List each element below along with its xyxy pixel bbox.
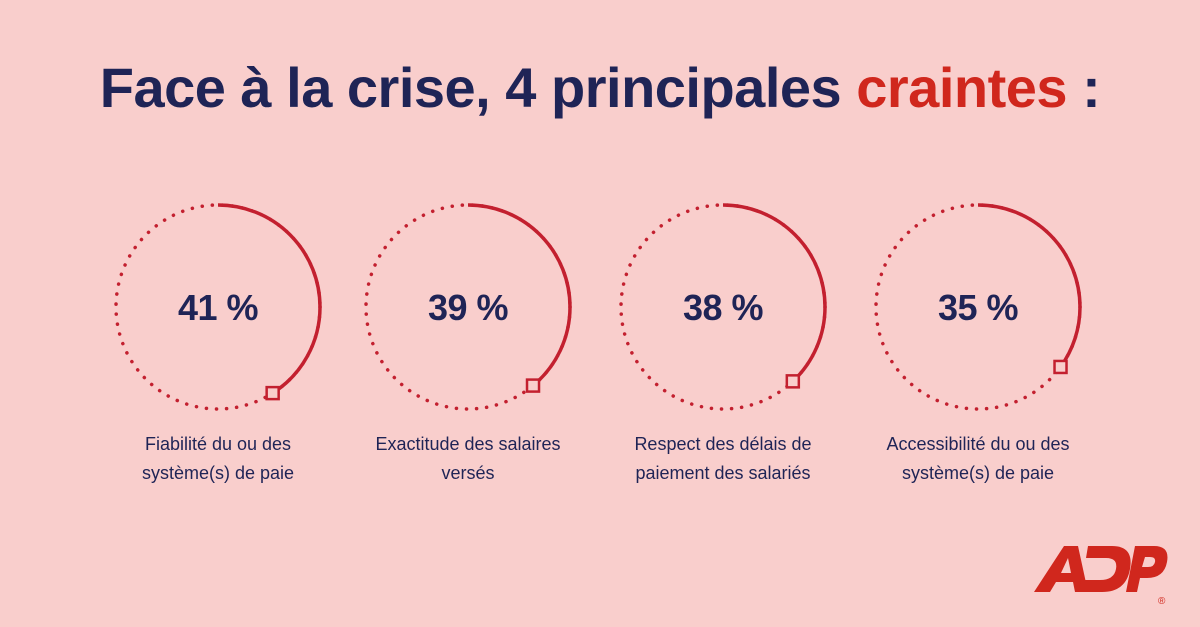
gauge-ring <box>874 203 1082 411</box>
gauge-value: 35 % <box>937 287 1019 328</box>
title-accent: craintes <box>856 56 1068 119</box>
page-title: Face à la crise, 4 principales craintes … <box>0 55 1200 120</box>
gauge-label-line2: système(s) de paie <box>901 463 1055 483</box>
gauge-label: Accessibilité du ou des système(s) de pa… <box>853 430 1103 488</box>
gauge-arc <box>364 203 572 411</box>
gauge-end-marker <box>265 385 280 401</box>
gauge-label-line1: Accessibilité du ou des <box>886 434 1070 454</box>
logo-registered: ® <box>1158 596 1166 606</box>
gauge-2: 38 % Respect des délais de paiement des … <box>618 195 868 495</box>
gauge-end-marker <box>785 374 801 389</box>
gauge-end-marker <box>1053 359 1068 375</box>
gauge-label-line2: système(s) de paie <box>141 463 295 483</box>
gauge-label-line2: paiement des salariés <box>635 463 811 483</box>
title-main: Face à la crise, 4 principales <box>99 56 857 119</box>
gauge-label-line2: versés <box>441 463 495 483</box>
gauge-value: 39 % <box>427 287 509 328</box>
gauge-value: 41 % <box>177 287 259 328</box>
gauge-1: 39 % Exactitude des salaires versés <box>363 195 613 495</box>
gauge-label-line1: Exactitude des salaires <box>375 434 561 454</box>
gauge-end-marker <box>525 378 541 393</box>
adp-logo: ® <box>1034 546 1168 606</box>
gauge-arc <box>619 203 827 411</box>
gauge-label: Respect des délais de paiement des salar… <box>598 430 848 488</box>
gauge-0: 41 % Fiabilité du ou des système(s) de p… <box>113 195 363 495</box>
gauge-arc <box>114 203 322 411</box>
gauge-label-line1: Fiabilité du ou des <box>144 434 292 454</box>
gauge-ring <box>364 203 572 411</box>
gauge-arc <box>874 203 1082 411</box>
title-suffix: : <box>1067 56 1101 119</box>
gauge-ring <box>619 203 827 411</box>
gauge-label: Fiabilité du ou des système(s) de paie <box>93 430 343 488</box>
gauge-3: 35 % Accessibilité du ou des système(s) … <box>873 195 1123 495</box>
gauge-label: Exactitude des salaires versés <box>343 430 593 488</box>
gauge-value: 38 % <box>682 287 764 328</box>
gauge-ring <box>114 203 322 411</box>
gauge-label-line1: Respect des délais de <box>634 434 812 454</box>
